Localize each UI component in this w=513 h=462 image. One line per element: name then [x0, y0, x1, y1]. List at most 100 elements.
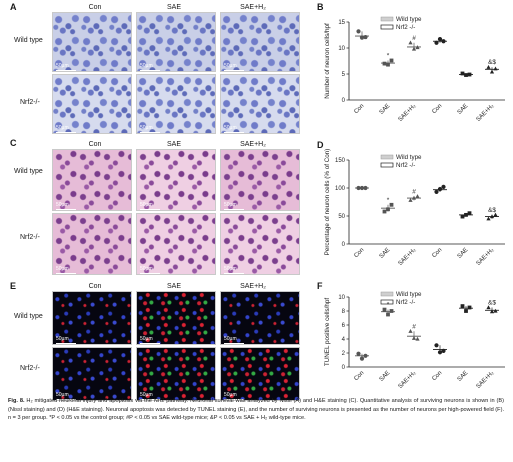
panel-letter-b: B [317, 2, 324, 12]
y-axis-label: Percentage of neuron cells (% of Con) [324, 149, 331, 256]
significance-mark: # [412, 35, 416, 42]
data-point [460, 71, 465, 76]
legend-swatch-wild-type [380, 291, 394, 297]
data-point [408, 329, 413, 333]
y-tick-label: 8 [342, 309, 346, 315]
col-label-sae-h2: SAE+H₂ [240, 141, 266, 148]
scale-bar-label: 50µm [140, 202, 160, 210]
chart-f-svg: 0 2 4 6 8 10 TUNEL positive cells/hpf Wild type… [324, 291, 505, 390]
y-tick-label: 6 [342, 323, 346, 329]
significance-mark: * [387, 302, 390, 309]
x-tick-label: Con [431, 247, 443, 259]
significance-mark: * [387, 197, 390, 204]
data-point [467, 305, 472, 310]
data-point [437, 37, 443, 42]
data-point [415, 194, 420, 198]
data-point [434, 40, 439, 45]
data-point [389, 202, 394, 207]
y-tick-label: 5 [342, 72, 346, 78]
figure-caption: Fig. 8. H₂ mitigated neuronal injury and… [8, 397, 504, 423]
row-label-nrf2: Nrf2-/- [20, 365, 40, 372]
scale-bar-label: 50µm [224, 63, 244, 71]
x-tick-label: SAE [379, 247, 392, 260]
y-tick-label: 10 [338, 295, 345, 301]
legend-label-nrf2: Nrf2 -/- [396, 24, 415, 31]
data-point [489, 69, 495, 74]
col-label-con: Con [88, 283, 102, 290]
scale-bar-label: 50µm [140, 336, 160, 344]
data-point [486, 64, 491, 69]
micrograph-he-ko-con: 50µm [52, 213, 132, 275]
legend-label-wild-type: Wild type [396, 291, 422, 298]
row-label-wild-type: Wild type [14, 37, 43, 44]
data-point [356, 185, 361, 191]
data-point [411, 336, 417, 340]
panel-letter-f: F [317, 281, 323, 291]
legend-swatch-wild-type [380, 154, 394, 160]
micrograph-nissl-ko-con: 50µm [52, 74, 132, 134]
legend-label-nrf2: Nrf2 -/- [396, 162, 415, 169]
micrograph-tunel-wt-sae: 50µm [136, 291, 216, 345]
data-point [437, 187, 443, 192]
scale-bar-label: 50µm [56, 392, 76, 400]
y-tick-label: 0 [342, 365, 346, 371]
x-tick-label: SAE [379, 103, 392, 116]
row-label-wild-type: Wild type [14, 168, 43, 175]
micrograph-tunel-ko-sae: 50µm [136, 347, 216, 401]
data-point [411, 195, 417, 200]
significance-mark: # [412, 188, 416, 195]
micrograph-tunel-ko-sae-h2: 50µm [220, 347, 300, 401]
scale-bar-label: 50µm [224, 336, 244, 344]
scale-bar-label: 50µm [224, 125, 244, 133]
y-tick-label: 2 [342, 351, 346, 357]
panel-letter-e: E [10, 281, 17, 291]
panel-letter-a: A [10, 2, 17, 12]
chart-d-svg: 0 50 100 150 Percentage of neuron cells (% o… [324, 149, 505, 267]
y-tick-label: 10 [338, 46, 345, 52]
data-point [359, 185, 365, 191]
micrograph-nissl-ko-sae-h2: 50µm [220, 74, 300, 134]
data-point [415, 336, 420, 341]
legend-swatch-wild-type [380, 16, 394, 22]
panel-letter-c: C [10, 138, 17, 148]
caption-fig-number: Fig. 8. [8, 398, 25, 404]
significance-mark: &$ [488, 207, 496, 214]
panel-letter-d: D [317, 140, 324, 150]
data-point [411, 46, 417, 51]
data-point [441, 39, 446, 44]
row-label-nrf2: Nrf2-/- [20, 99, 40, 106]
data-point [386, 312, 390, 317]
data-point [434, 343, 439, 348]
legend-label-wild-type: Wild type [396, 154, 422, 161]
scale-bar-label: 50µm [56, 125, 76, 133]
data-point [363, 353, 368, 358]
data-point [408, 198, 413, 202]
micrograph-tunel-wt-sae-h2: 50µm [220, 291, 300, 345]
data-point [382, 209, 387, 214]
y-axis-label: TUNEL positive cells/hpf [324, 298, 331, 367]
data-point [356, 351, 361, 356]
data-point [464, 212, 468, 217]
x-tick-label: SAE [457, 370, 470, 383]
micrograph-he-wt-con: 50µm [52, 149, 132, 211]
data-point [382, 61, 387, 66]
micrograph-nissl-wt-sae: 50µm [136, 12, 216, 72]
y-tick-label: 100 [335, 186, 346, 192]
legend-swatch-nrf2 [380, 299, 394, 305]
legend-swatch-nrf2 [380, 162, 394, 168]
x-tick-label: SAE+H₂ [475, 370, 495, 390]
chart-b-svg: 0 5 10 15 Number of neuron cells/hpf Wild typ… [324, 16, 505, 123]
data-point [489, 214, 495, 219]
x-tick-label: SAE+H₂ [397, 103, 417, 123]
x-tick-label: SAE+H₂ [475, 103, 495, 123]
y-tick-label: 150 [335, 158, 346, 164]
col-label-con: Con [88, 4, 102, 11]
micrograph-he-wt-sae: 50µm [136, 149, 216, 211]
data-point [415, 45, 420, 50]
data-point [493, 308, 498, 313]
data-point [489, 309, 495, 314]
col-label-con: Con [88, 141, 102, 148]
data-point [363, 34, 368, 40]
scale-bar-label: 50µm [224, 266, 244, 274]
data-point [434, 189, 439, 195]
